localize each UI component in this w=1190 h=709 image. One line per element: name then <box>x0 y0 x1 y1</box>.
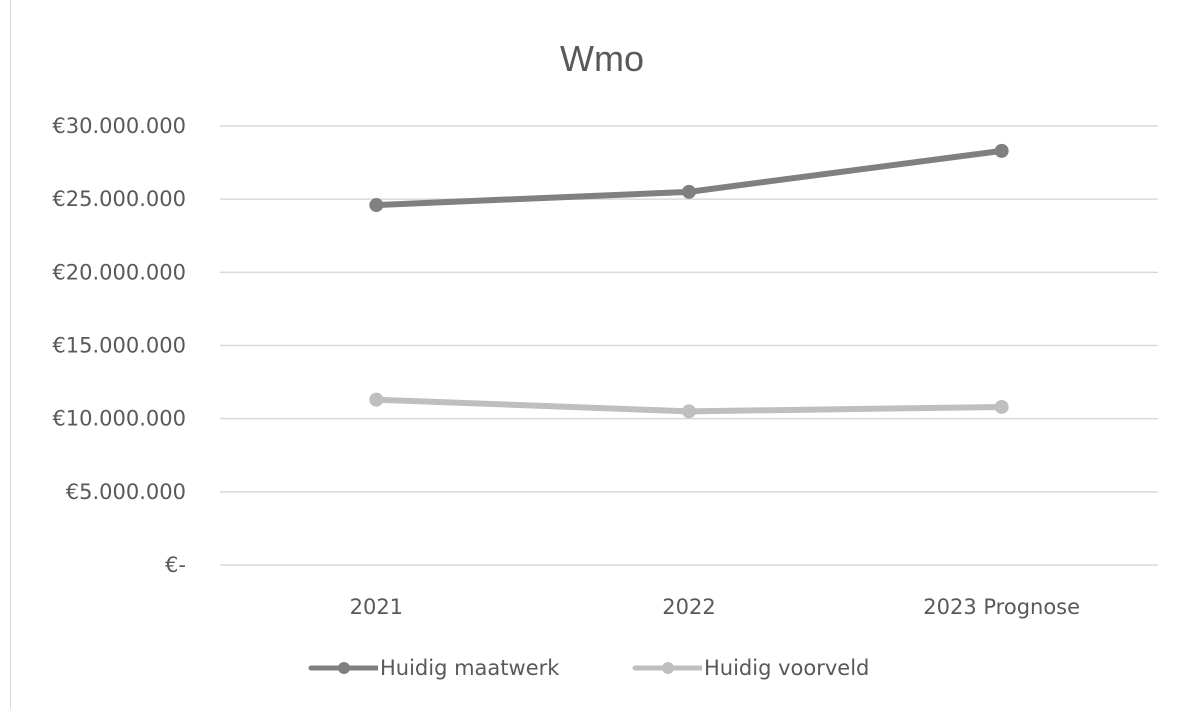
y-tick-label: €30.000.000 <box>52 114 186 138</box>
y-tick-label: €- <box>165 553 186 577</box>
data-point <box>682 404 696 419</box>
x-tick-label: 2023 Prognose <box>923 595 1080 619</box>
x-tick-label: 2022 <box>662 595 715 619</box>
data-point <box>369 392 384 407</box>
data-point <box>369 198 384 213</box>
legend-label-huidig-maatwerk: Huidig maatwerk <box>380 656 560 680</box>
y-axis-ticks: €- €5.000.000 €10.000.000 €15.000.000 €20.00… <box>52 114 186 577</box>
legend-label-huidig-voorveld: Huidig voorveld <box>704 656 870 680</box>
y-tick-label: €15.000.000 <box>52 334 186 358</box>
y-tick-label: €5.000.000 <box>66 480 186 504</box>
data-point <box>994 143 1009 158</box>
legend-swatch-huidig-voorveld <box>632 662 702 674</box>
y-tick-label: €10.000.000 <box>52 407 186 431</box>
legend-swatch-huidig-maatwerk <box>308 662 378 674</box>
x-tick-label: 2021 <box>350 595 403 619</box>
series-lines <box>369 143 1009 419</box>
chart-left-border <box>10 0 11 709</box>
y-tick-label: €25.000.000 <box>52 187 186 211</box>
data-point <box>682 184 696 199</box>
x-axis-ticks: 2021 2022 2023 Prognose <box>350 595 1080 619</box>
data-point <box>994 399 1009 414</box>
legend: Huidig maatwerk Huidig voorveld <box>0 650 1190 690</box>
chart-title: Wmo <box>560 38 644 79</box>
y-tick-label: €20.000.000 <box>52 260 186 284</box>
